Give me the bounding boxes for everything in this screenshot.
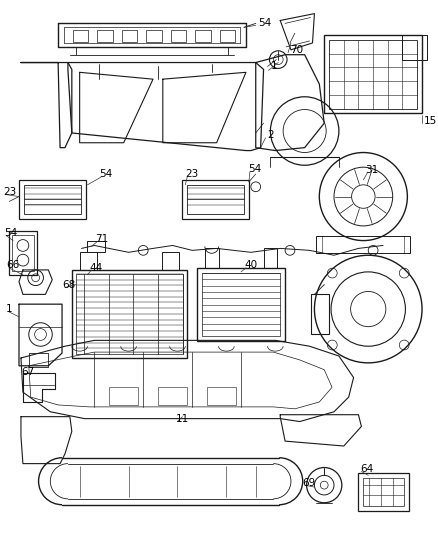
Bar bbox=[19, 180, 85, 219]
Bar bbox=[358, 473, 408, 511]
Text: 69: 69 bbox=[302, 478, 315, 488]
Bar bbox=[121, 30, 137, 42]
Bar bbox=[29, 353, 48, 367]
Bar bbox=[12, 235, 34, 271]
Bar bbox=[324, 35, 421, 114]
Bar bbox=[158, 387, 187, 405]
Text: 70: 70 bbox=[290, 45, 302, 55]
Bar bbox=[206, 387, 236, 405]
Bar bbox=[79, 252, 97, 270]
Bar bbox=[205, 248, 218, 268]
Text: 1: 1 bbox=[270, 61, 276, 71]
Text: 44: 44 bbox=[89, 263, 102, 273]
Text: 54: 54 bbox=[247, 164, 261, 174]
Text: 15: 15 bbox=[423, 116, 436, 126]
Bar bbox=[72, 270, 187, 358]
Text: 64: 64 bbox=[360, 464, 373, 473]
Bar bbox=[187, 185, 244, 214]
Bar bbox=[182, 180, 248, 219]
Bar bbox=[316, 236, 410, 253]
Text: 54: 54 bbox=[4, 228, 18, 238]
Text: 54: 54 bbox=[257, 19, 270, 28]
Bar bbox=[197, 268, 284, 341]
Bar bbox=[76, 274, 183, 354]
Text: 54: 54 bbox=[99, 169, 112, 179]
Bar bbox=[162, 252, 179, 270]
Bar bbox=[219, 30, 235, 42]
Text: 11: 11 bbox=[175, 414, 188, 424]
Text: 23: 23 bbox=[4, 187, 17, 197]
Bar bbox=[311, 294, 328, 334]
Bar bbox=[73, 30, 88, 42]
Text: 2: 2 bbox=[267, 130, 273, 140]
Text: 66: 66 bbox=[6, 260, 19, 270]
Bar bbox=[146, 30, 162, 42]
Bar bbox=[363, 478, 403, 506]
Text: 67: 67 bbox=[21, 367, 34, 377]
Bar bbox=[194, 30, 210, 42]
Text: 1: 1 bbox=[6, 304, 13, 314]
Bar bbox=[328, 40, 416, 109]
Text: 23: 23 bbox=[185, 169, 198, 179]
Bar bbox=[24, 185, 81, 214]
Bar bbox=[9, 231, 36, 275]
Bar bbox=[97, 30, 113, 42]
Text: 40: 40 bbox=[244, 260, 257, 270]
Bar bbox=[263, 248, 277, 268]
Bar bbox=[87, 240, 105, 252]
Text: 71: 71 bbox=[95, 233, 108, 244]
Text: 68: 68 bbox=[62, 280, 75, 289]
Bar bbox=[201, 273, 279, 336]
Bar bbox=[109, 387, 138, 405]
Bar bbox=[170, 30, 186, 42]
Text: 31: 31 bbox=[364, 165, 378, 175]
